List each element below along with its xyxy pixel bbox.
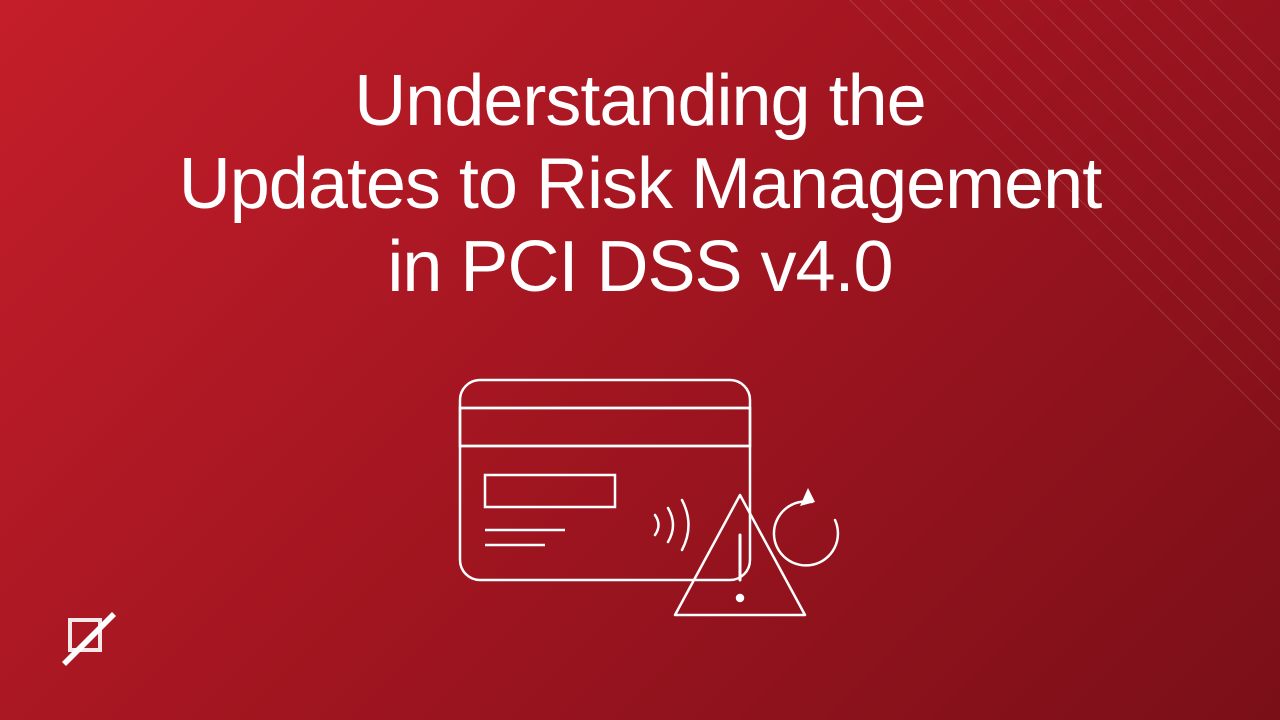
title-line-2: Updates to Risk Management [60, 143, 1220, 226]
brand-logo-icon [50, 600, 130, 680]
title-line-1: Understanding the [60, 60, 1220, 143]
banner-container: Understanding the Updates to Risk Manage… [0, 0, 1280, 720]
title-container: Understanding the Updates to Risk Manage… [0, 60, 1280, 308]
credit-card-warning-icon [400, 360, 880, 660]
title-line-3: in PCI DSS v4.0 [60, 226, 1220, 309]
